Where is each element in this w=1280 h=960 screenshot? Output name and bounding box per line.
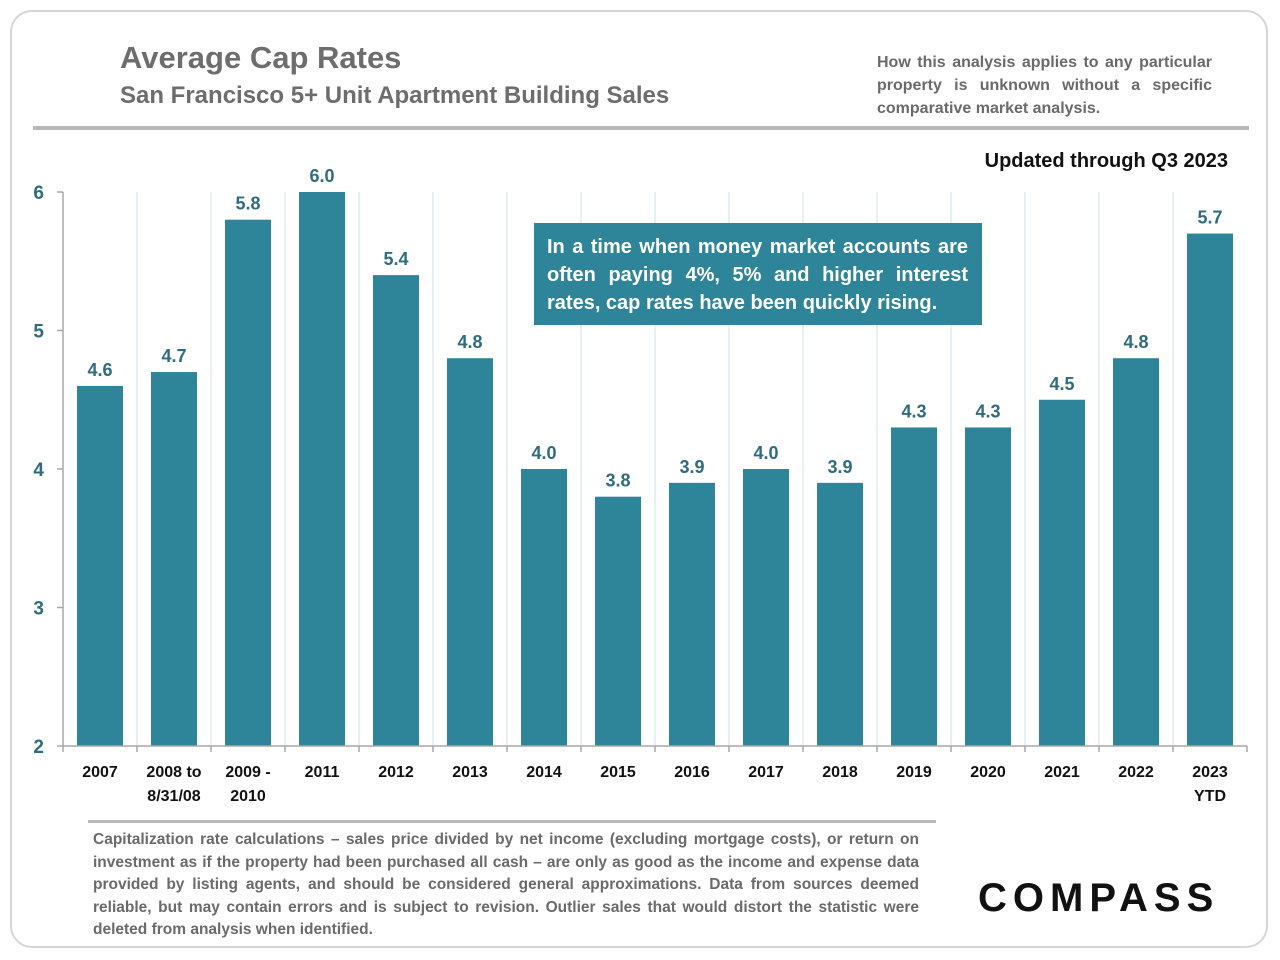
x-tick-label: 2011 xyxy=(305,764,340,781)
y-tick-label: 5 xyxy=(33,322,44,343)
bar xyxy=(817,482,863,746)
data-label: 5.7 xyxy=(1197,208,1222,228)
x-tick-label: 2010 xyxy=(230,788,266,805)
x-tick-label: 2013 xyxy=(452,764,488,781)
x-tick-label: YTD xyxy=(1194,788,1226,805)
bar xyxy=(151,372,197,746)
bar xyxy=(743,469,789,746)
data-label: 4.0 xyxy=(753,443,778,463)
data-label: 4.3 xyxy=(901,401,926,421)
y-tick-label: 6 xyxy=(33,183,44,204)
bar xyxy=(447,358,493,746)
bar xyxy=(373,275,419,746)
x-tick-label: 2014 xyxy=(526,764,562,781)
x-tick-label: 8/31/08 xyxy=(147,788,200,805)
footnote-divider xyxy=(88,820,936,823)
x-tick-label: 2018 xyxy=(822,764,858,781)
footnote-text: Capitalization rate calculations – sales… xyxy=(93,831,919,938)
chart-subtitle: San Francisco 5+ Unit Apartment Building… xyxy=(120,82,670,109)
data-label: 4.0 xyxy=(531,443,556,463)
compass-logo: COMPASS xyxy=(978,876,1220,920)
data-label: 6.0 xyxy=(309,166,334,186)
header-divider xyxy=(33,126,1249,130)
data-label: 3.8 xyxy=(605,471,630,491)
data-label: 4.3 xyxy=(975,401,1000,421)
data-label: 4.7 xyxy=(161,346,186,366)
x-tick-label: 2020 xyxy=(970,764,1006,781)
x-tick-label: 2009 - xyxy=(225,764,270,781)
x-tick-label: 2016 xyxy=(674,764,710,781)
data-label: 5.8 xyxy=(235,194,260,214)
callout-box: In a time when money market accounts are… xyxy=(534,223,982,325)
data-label: 4.6 xyxy=(87,360,112,380)
bar xyxy=(521,469,567,746)
data-label: 5.4 xyxy=(383,249,408,269)
data-label: 4.8 xyxy=(457,332,482,352)
data-label: 4.5 xyxy=(1049,374,1074,394)
chart-title: Average Cap Rates xyxy=(120,40,402,75)
bar xyxy=(595,496,641,746)
x-tick-label: 2007 xyxy=(82,764,118,781)
y-tick-label: 2 xyxy=(33,737,44,758)
x-tick-label: 2015 xyxy=(600,764,636,781)
bar xyxy=(669,482,715,746)
bar xyxy=(1187,233,1233,747)
data-label: 3.9 xyxy=(679,457,704,477)
bar xyxy=(965,427,1011,746)
bar xyxy=(1039,399,1085,746)
x-tick-label: 2021 xyxy=(1044,764,1080,781)
x-tick-label: 2012 xyxy=(378,764,414,781)
disclaimer-text: How this analysis applies to any particu… xyxy=(877,54,1212,117)
data-label: 4.8 xyxy=(1123,332,1148,352)
x-tick-label: 2008 to xyxy=(146,764,201,781)
bar xyxy=(891,427,937,746)
bar xyxy=(225,219,271,746)
x-tick-label: 2017 xyxy=(748,764,784,781)
bar xyxy=(299,192,345,746)
y-tick-label: 3 xyxy=(33,599,44,620)
updated-label: Updated through Q3 2023 xyxy=(984,150,1228,172)
x-tick-label: 2023 xyxy=(1192,764,1228,781)
x-tick-label: 2019 xyxy=(896,764,932,781)
data-label: 3.9 xyxy=(827,457,852,477)
bar xyxy=(77,385,123,746)
y-tick-label: 4 xyxy=(33,460,44,481)
bar xyxy=(1113,358,1159,746)
x-tick-label: 2022 xyxy=(1118,764,1154,781)
